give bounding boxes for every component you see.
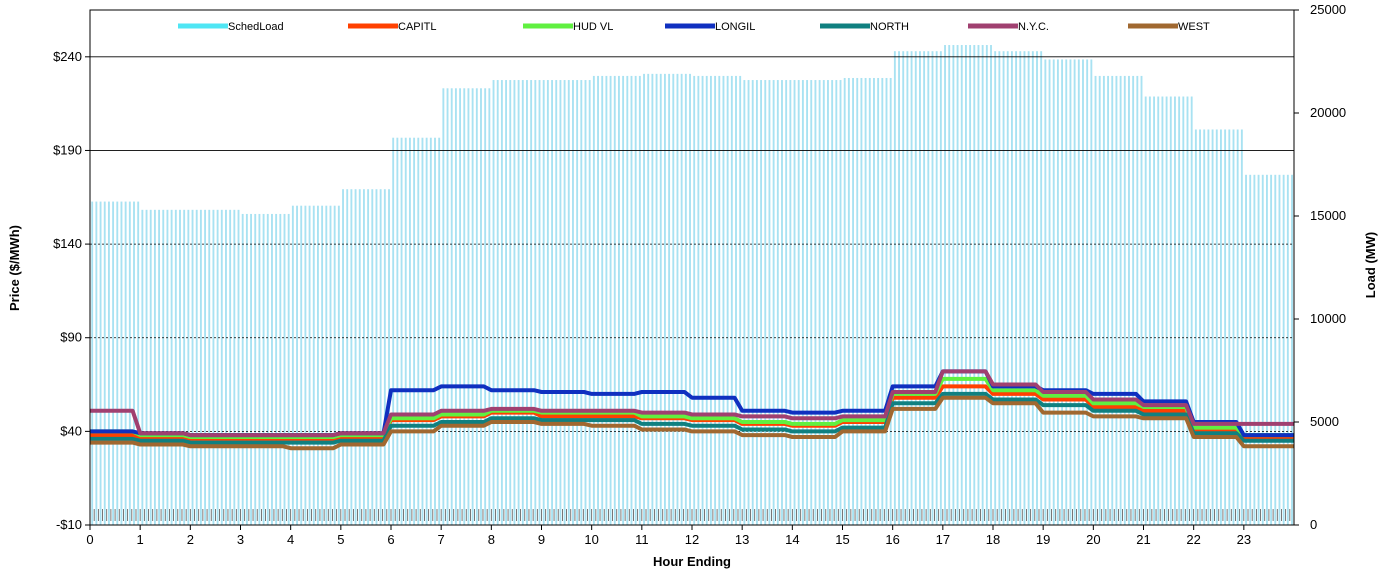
load-column-hour-10 <box>592 75 641 526</box>
x-tick-label: 2 <box>187 532 194 547</box>
load-column-hour-16 <box>893 51 942 525</box>
legend-label: N.Y.C. <box>1018 21 1049 33</box>
legend-label: HUD VL <box>573 21 613 33</box>
load-column-hour-9 <box>542 80 591 525</box>
legend-label: NORTH <box>870 21 909 33</box>
y-right-tick-label: 25000 <box>1310 2 1346 17</box>
load-column-hour-7 <box>442 88 491 525</box>
legend-item-hud-vl: HUD VL <box>523 21 613 33</box>
x-tick-label: 22 <box>1186 532 1200 547</box>
legend-item-schedload: SchedLoad <box>178 21 284 33</box>
legend: SchedLoad CAPITL HUD VL LONGIL NORTH N.Y.C. WE… <box>178 21 1210 33</box>
axes: -$10$40$90$140$190$240050001000015000200… <box>53 2 1346 547</box>
legend-label: WEST <box>1178 21 1210 33</box>
load-column-hour-23 <box>1245 174 1293 526</box>
x-tick-label: 10 <box>584 532 598 547</box>
legend-label: SchedLoad <box>228 21 284 33</box>
x-tick-label: 21 <box>1136 532 1150 547</box>
x-tick-label: 18 <box>986 532 1000 547</box>
y-left-tick-label: -$10 <box>56 517 82 532</box>
price-lines <box>90 369 1294 451</box>
x-tick-label: 16 <box>885 532 899 547</box>
x-tick-label: 17 <box>936 532 950 547</box>
load-column-hour-21 <box>1144 96 1193 526</box>
legend-item-west: WEST <box>1128 21 1210 33</box>
load-column-hour-12 <box>693 75 742 526</box>
legend-label: CAPITL <box>398 21 437 33</box>
x-tick-label: 19 <box>1036 532 1050 547</box>
x-tick-label: 1 <box>137 532 144 547</box>
load-column-hour-8 <box>492 80 541 525</box>
x-tick-label: 12 <box>685 532 699 547</box>
load-column-hour-14 <box>793 80 842 525</box>
load-column-hour-18 <box>994 51 1043 525</box>
x-tick-label: 11 <box>635 532 649 547</box>
load-column-hour-13 <box>743 80 792 525</box>
y-right-tick-label: 15000 <box>1310 208 1346 223</box>
x-tick-label: 8 <box>488 532 495 547</box>
y-right-tick-label: 10000 <box>1310 311 1346 326</box>
series-line-west <box>90 395 1294 451</box>
legend-item-capitl: CAPITL <box>348 21 437 33</box>
load-column-hour-22 <box>1194 129 1243 526</box>
y-left-tick-label: $140 <box>53 236 82 251</box>
y-left-tick-label: $40 <box>60 423 82 438</box>
x-tick-label: 23 <box>1237 532 1251 547</box>
legend-item-longil: LONGIL <box>665 21 755 33</box>
y-left-tick-label: $240 <box>53 49 82 64</box>
load-columns <box>89 45 1295 526</box>
load-column-hour-15 <box>843 77 892 525</box>
load-column-hour-20 <box>1094 75 1143 526</box>
legend-item-n-y-c-: N.Y.C. <box>968 21 1049 33</box>
x-tick-label: 14 <box>785 532 799 547</box>
load-column-hour-0 <box>91 201 140 525</box>
x-tick-label: 6 <box>387 532 394 547</box>
y-right-tick-label: 20000 <box>1310 105 1346 120</box>
legend-item-north: NORTH <box>820 21 909 33</box>
x-axis-title: Hour Ending <box>653 554 731 569</box>
x-tick-label: 4 <box>287 532 294 547</box>
y-right-tick-label: 5000 <box>1310 414 1339 429</box>
x-tick-label: 7 <box>438 532 445 547</box>
load-column-hour-2 <box>191 209 240 525</box>
x-tick-label: 9 <box>538 532 545 547</box>
x-tick-label: 0 <box>86 532 93 547</box>
load-column-hour-5 <box>342 189 390 525</box>
load-column-hour-4 <box>291 205 340 525</box>
series-line-n-y-c- <box>90 369 1294 438</box>
x-tick-label: 15 <box>835 532 849 547</box>
load-column-hour-11 <box>643 73 691 526</box>
load-column-hour-3 <box>241 213 290 525</box>
x-tick-label: 20 <box>1086 532 1100 547</box>
y-axis-right-title: Load (MW) <box>1363 232 1378 298</box>
legend-label: LONGIL <box>715 21 755 33</box>
y-axis-left-title: Price ($/MWh) <box>7 225 22 311</box>
y-left-tick-label: $190 <box>53 142 82 157</box>
load-base-band <box>89 509 1295 521</box>
load-column-hour-6 <box>392 137 441 525</box>
y-left-tick-label: $90 <box>60 330 82 345</box>
load-column-hour-19 <box>1044 59 1093 525</box>
series-line-north <box>90 391 1294 445</box>
x-tick-label: 13 <box>735 532 749 547</box>
x-tick-label: 5 <box>337 532 344 547</box>
x-tick-label: 3 <box>237 532 244 547</box>
load-column-hour-17 <box>944 45 992 526</box>
load-column-hour-1 <box>141 209 190 525</box>
y-right-tick-label: 0 <box>1310 517 1317 532</box>
